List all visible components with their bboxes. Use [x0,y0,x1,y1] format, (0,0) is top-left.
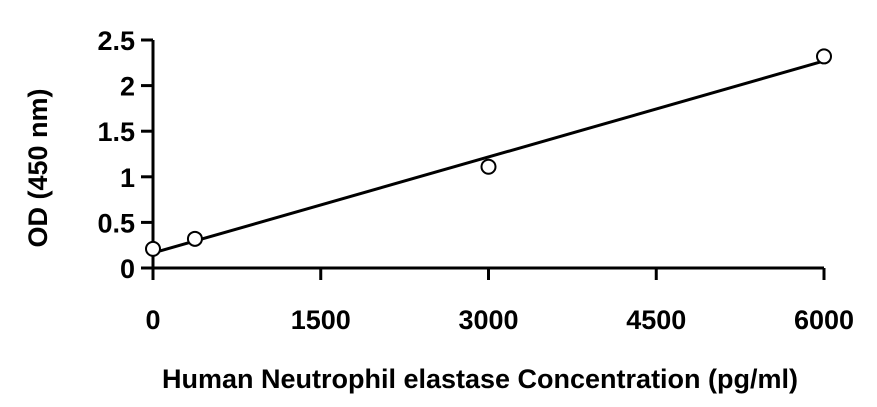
data-point [145,240,161,257]
data-points [145,48,832,257]
data-point [816,48,832,65]
y-tick-label: 2 [120,72,135,102]
x-axis-label: Human Neutrophil elastase Concentration … [162,364,798,394]
x-tick-label: 0 [145,305,160,335]
y-tick-label: 2.5 [97,26,135,56]
x-tick-label: 6000 [794,305,854,335]
y-tick-label: 1 [120,163,135,193]
x-tick-label: 1500 [291,305,351,335]
y-axis-label: OD (450 nm) [23,88,53,247]
trendline [152,59,825,255]
tick-labels: 0 0.5 1 1.5 2 2.5 0 1500 3000 4500 6000 [97,26,854,335]
x-tick-label: 3000 [458,305,518,335]
data-point [480,158,497,175]
x-tick-label: 4500 [626,305,686,335]
y-tick-label: 1.5 [97,117,135,147]
y-tick-label: 0 [120,254,135,284]
axes [141,38,826,280]
data-point [186,230,203,247]
y-tick-label: 0.5 [97,208,135,238]
